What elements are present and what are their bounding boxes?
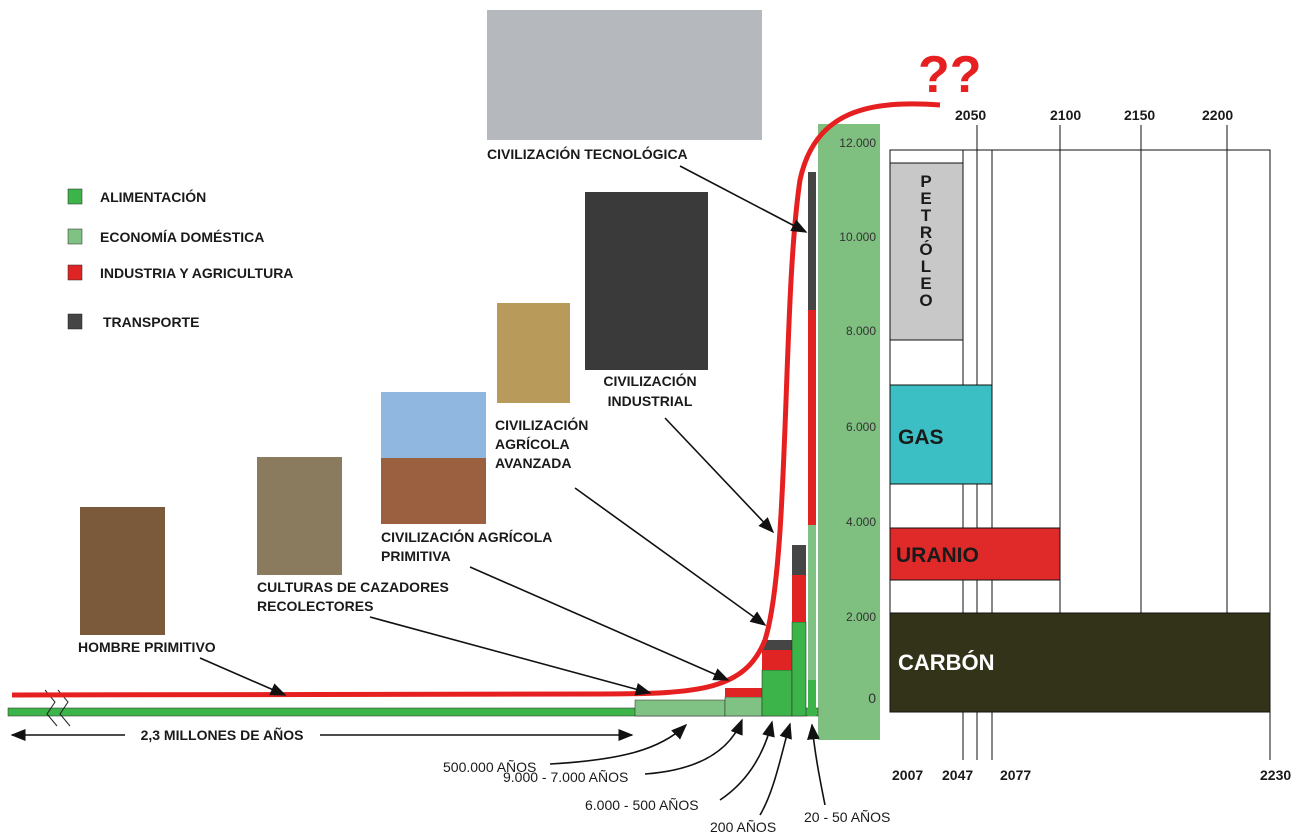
legend-swatch [68,189,82,204]
legend-label: INDUSTRIA Y AGRICULTURA [100,265,293,281]
period-label: 6.000 - 500 AÑOS [585,797,699,813]
year-label: 2230 [1260,767,1291,783]
stage-label: CIVILIZACIÓN [495,416,588,433]
body: ?? PETRÓLEO GAS URANIO CARBÓN 2050 2100 … [0,0,1306,839]
bar-industrial-industry [792,575,806,622]
legend-swatch [68,265,82,280]
legend-label: TRANSPORTE [103,314,199,330]
infographic: ?? PETRÓLEO GAS URANIO CARBÓN 2050 2100 … [0,0,1306,839]
year-label: 2150 [1124,107,1155,123]
resource-label: CARBÓN [898,650,995,675]
energy-label: 4.000 [846,515,876,529]
page: Energía y civilización { "annotation": "… [0,0,1306,839]
stage-label: CULTURAS DE CAZADORES [257,579,449,595]
stage-label: CIVILIZACIÓN TECNOLÓGICA [487,145,688,162]
photo-hunters [257,457,342,575]
energy-label: 10.000 [839,230,876,244]
year-label: 2047 [942,767,973,783]
stage-label: RECOLECTORES [257,598,373,614]
bar-tech-transport [808,172,816,310]
year-label: 2007 [892,767,923,783]
arrow [720,722,772,800]
bar-tech-food [808,680,816,716]
resource-label: GAS [898,426,944,449]
arrow [200,658,285,695]
stage-label: INDUSTRIAL [608,393,693,409]
stage-label: HOMBRE PRIMITIVO [78,639,216,655]
period-label: 20 - 50 AÑOS [804,809,890,825]
year-label: 2050 [955,107,986,123]
arrow [370,617,650,693]
legend-label: ALIMENTACIÓN [100,188,206,205]
arrow [760,724,790,815]
energy-label: 8.000 [846,324,876,338]
year-label: 2100 [1050,107,1081,123]
photo-agri-sky [381,392,486,458]
photo-primitive-man [80,507,165,635]
resource-label: URANIO [896,544,979,567]
arrow [645,720,742,774]
resource-label: PETRÓLEO [917,172,936,308]
stage-label: AVANZADA [495,455,571,471]
stage-label: CIVILIZACIÓN AGRÍCOLA [381,528,552,545]
bar-agri-industry [725,688,762,697]
bar-tech-industry [808,310,816,525]
photo-technological [487,10,762,140]
photo-industrial [585,192,708,370]
bar-industrial-transport [792,545,806,575]
energy-label: 2.000 [846,610,876,624]
question-marks: ?? [918,46,982,104]
legend-swatch [68,314,82,329]
arrow [470,567,728,680]
period-label: 200 AÑOS [710,819,776,835]
year-label: 2077 [1000,767,1031,783]
stage-label: CIVILIZACIÓN [603,372,696,389]
year-label: 2200 [1202,107,1233,123]
legend-swatch [68,229,82,244]
period-label: 9.000 - 7.000 AÑOS [503,769,628,785]
bar-industrial [792,622,806,716]
legend: ALIMENTACIÓN ECONOMÍA DOMÉSTICA INDUSTRIA … [68,188,293,330]
bar-tech-domestic [808,525,816,680]
period-label: 2,3 MILLONES DE AÑOS [141,726,304,743]
energy-label: 6.000 [846,420,876,434]
energy-label: 12.000 [839,136,876,150]
photo-agri-field [381,458,486,524]
arrow [550,725,686,764]
arrow [575,488,765,625]
bar-advanced [762,670,792,716]
stage-label: PRIMITIVA [381,548,451,564]
stage-label: AGRÍCOLA [495,436,570,452]
bar-advanced-industry [762,650,792,670]
legend-label: ECONOMÍA DOMÉSTICA [100,229,264,245]
photo-advanced-agri [497,303,570,403]
energy-label: 0 [868,690,876,706]
arrow [665,418,773,532]
bar-hunters [635,700,725,716]
bar-agri [725,697,762,716]
